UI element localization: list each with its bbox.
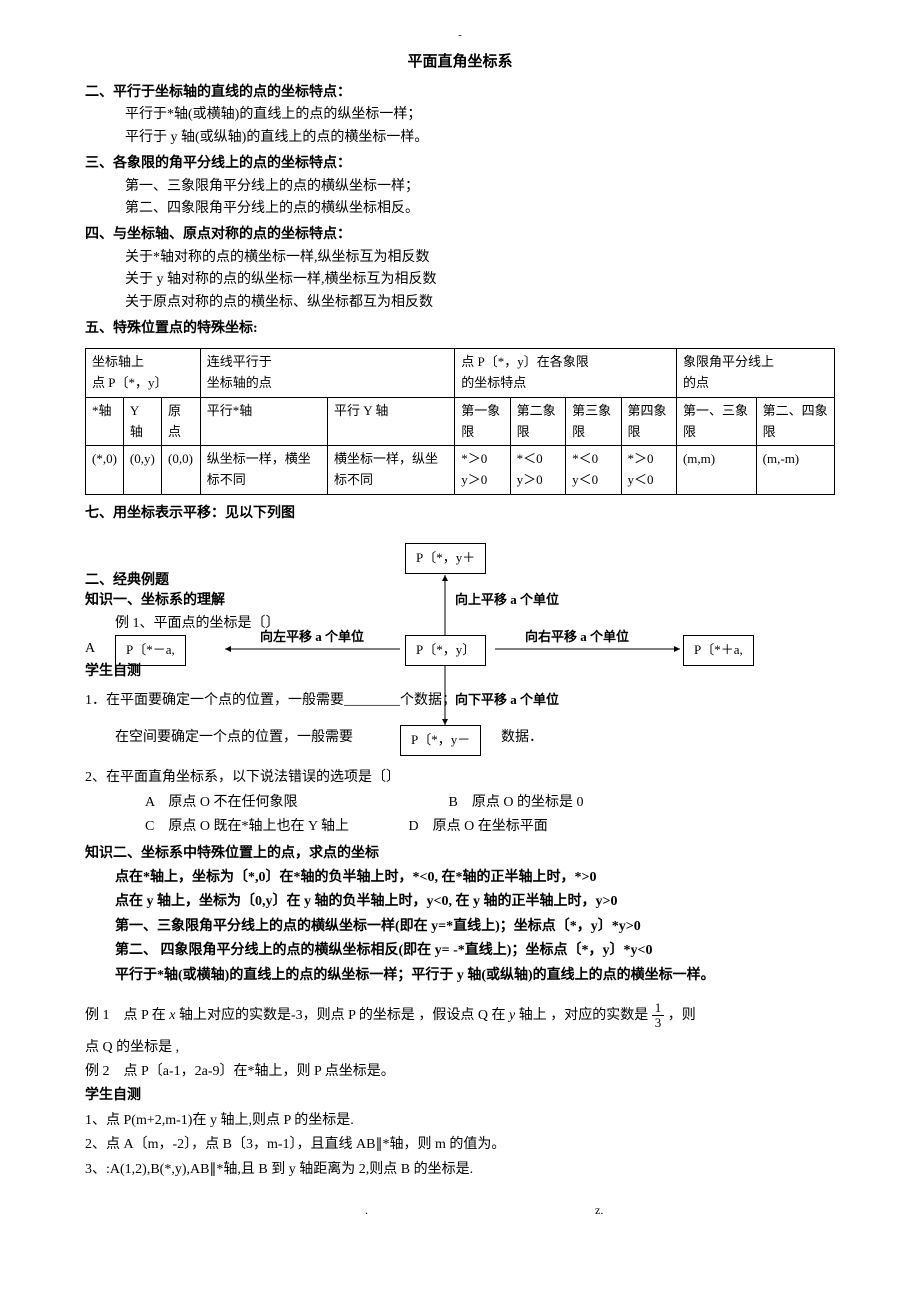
section-4-line3: 关于原点对称的点的横坐标、纵坐标都互为相反数 xyxy=(85,292,835,314)
diagram-label-up: 向上平移 a 个单位 xyxy=(455,590,559,611)
self-test-1-head: 学生自测 xyxy=(85,661,141,683)
cell: 第三象限 xyxy=(566,397,621,446)
fraction-icon: 1 3 xyxy=(652,1001,665,1031)
section-4-head: 四、与坐标轴、原点对称的点的坐标特点： xyxy=(85,224,835,246)
cell: (m,m) xyxy=(676,446,756,495)
cell: (0,0) xyxy=(162,446,201,495)
footer-z: z. xyxy=(595,1201,603,1220)
section-4-line2: 关于 y 轴对称的点的纵坐标一样,横坐标互为相反数 xyxy=(85,269,835,291)
cell: 第四象限 xyxy=(621,397,676,446)
cell: 坐标轴上点 P〔*，y〕 xyxy=(86,349,201,398)
cell: (m,-m) xyxy=(756,446,834,495)
section-3-line1: 第一、三象限角平分线上的点的横纵坐标一样； xyxy=(85,176,835,198)
section-7-head: 七、用坐标表示平移：见以下列图 xyxy=(85,503,835,525)
cell: (*,0) xyxy=(86,446,124,495)
option-a: A xyxy=(85,638,95,660)
example-1-1: 例 1、平面点的坐标是〔〕 xyxy=(115,613,280,635)
q1-2-options-row1: A 原点 O 不在任何象限 B 原点 O 的坐标是 0 xyxy=(85,792,835,814)
cell: *＜0 y＞0 xyxy=(510,446,565,495)
cell: 平行 Y 轴 xyxy=(328,397,455,446)
footer: . z. xyxy=(85,1201,835,1221)
diagram-box-bottom: P〔*，y－ xyxy=(400,725,481,756)
coord-table: 坐标轴上点 P〔*，y〕 连线平行于坐标轴的点 点 P〔*，y〕在各象限的坐标特… xyxy=(85,348,835,495)
q2-1: 1、点 P(m+2,m-1)在 y 轴上,则点 P 的坐标是. xyxy=(85,1110,835,1132)
cell: 第二象限 xyxy=(510,397,565,446)
cell: 第一、三象限 xyxy=(676,397,756,446)
k2-l2: 点在 y 轴上，坐标为〔0,y〕在 y 轴的负半轴上时，y<0, 在 y 轴的正… xyxy=(85,891,835,913)
diagram-box-right: P〔*＋a, xyxy=(683,635,754,666)
example-2-1: 例 1 点 P 在 x 轴上对应的实数是-3，则点 P 的坐标是 ，假设点 Q … xyxy=(85,1001,835,1031)
section-2-line1: 平行于*轴(或横轴)的直线上的点的纵坐标一样； xyxy=(85,104,835,126)
page-title: 平面直角坐标系 xyxy=(85,50,835,74)
cell: 纵坐标一样，横坐标不同 xyxy=(200,446,327,495)
cell: 连线平行于坐标轴的点 xyxy=(200,349,455,398)
k2-l3: 第一、三象限角平分线上的点的横纵坐标一样(即在 y=*直线上)；坐标点〔*，y〕… xyxy=(85,916,835,938)
example-2-1-q: 点 Q 的坐标是 , xyxy=(85,1037,835,1059)
q1-1b-pre: 在空间要确定一个点的位置，一般需要 xyxy=(115,727,353,749)
q1-2-options-row2: C 原点 O 既在*轴上也在 Y 轴上 D 原点 O 在坐标平面 xyxy=(85,816,835,838)
cell: (0,y) xyxy=(123,446,161,495)
section-2-line2: 平行于 y 轴(或纵轴)的直线上的点的横坐标一样。 xyxy=(85,127,835,149)
table-row: 坐标轴上点 P〔*，y〕 连线平行于坐标轴的点 点 P〔*，y〕在各象限的坐标特… xyxy=(86,349,835,398)
section-3-head: 三、各象限的角平分线上的点的坐标特点： xyxy=(85,153,835,175)
cell: *轴 xyxy=(86,397,124,446)
cell: *＜0 y＜0 xyxy=(566,446,621,495)
diagram-label-right: 向右平移 a 个单位 xyxy=(525,627,629,648)
k2-l5: 平行于*轴(或横轴)的直线上的点的纵坐标一样；平行于 y 轴(或纵轴)的直线上的… xyxy=(85,965,835,987)
table-row: *轴 Y 轴 原点 平行*轴 平行 Y 轴 第一象限 第二象限 第三象限 第四象… xyxy=(86,397,835,446)
cell: 原点 xyxy=(162,397,201,446)
section-5-head: 五、特殊位置点的特殊坐标: xyxy=(85,318,835,340)
k2-l4: 第二、 四象限角平分线上的点的横纵坐标相反(即在 y= -*直线上)；坐标点〔*… xyxy=(85,940,835,962)
knowledge-2-head: 知识二、坐标系中特殊位置上的点，求点的坐标 xyxy=(85,843,835,865)
section-4-line1: 关于*轴对称的点的横坐标一样,纵坐标互为相反数 xyxy=(85,247,835,269)
top-dash: - xyxy=(458,28,461,44)
diagram-box-top: P〔*，y＋ xyxy=(405,543,486,574)
footer-dot: . xyxy=(365,1201,368,1220)
q2-3: 3、:A(1,2),B(*,y),AB∥*轴,且 B 到 y 轴距离为 2,则点… xyxy=(85,1159,835,1181)
k2-l1: 点在*轴上，坐标为〔*,0〕在*轴的负半轴上时，*<0, 在*轴的正半轴上时，*… xyxy=(85,867,835,889)
cell: 点 P〔*，y〕在各象限的坐标特点 xyxy=(455,349,677,398)
translation-diagram: P〔*，y＋ P〔*，y〕 P〔*－a, P〔*＋a, P〔*，y－ 向上平移 … xyxy=(85,535,835,765)
q2-2: 2、点 A〔m，-2〕，点 B〔3，m-1〕，且直线 AB∥*轴，则 m 的值为… xyxy=(85,1134,835,1156)
diagram-box-center: P〔*，y〕 xyxy=(405,635,486,666)
examples-section: 2、在平面直角坐标系，以下说法错误的选项是〔〕 A 原点 O 不在任何象限 B … xyxy=(85,767,835,1180)
cell: 第一象限 xyxy=(455,397,510,446)
example-2-2: 例 2 点 P〔a-1，2a-9〕在*轴上，则 P 点坐标是。 xyxy=(85,1061,835,1083)
section-3-line2: 第二、四象限角平分线上的点的横纵坐标相反。 xyxy=(85,198,835,220)
cell: 平行*轴 xyxy=(200,397,327,446)
self-test-2-head: 学生自测 xyxy=(85,1085,835,1107)
cell: Y 轴 xyxy=(123,397,161,446)
q1-2: 2、在平面直角坐标系，以下说法错误的选项是〔〕 xyxy=(85,767,835,789)
knowledge-1-head: 知识一、坐标系的理解 xyxy=(85,590,225,612)
q1-1b-post: 数据． xyxy=(501,727,543,749)
section-2-head: 二、平行于坐标轴的直线的点的坐标特点： xyxy=(85,82,835,104)
cell: *＞0 y＜0 xyxy=(621,446,676,495)
cell: 象限角平分线上的点 xyxy=(676,349,834,398)
cell: 横坐标一样，纵坐标不同 xyxy=(328,446,455,495)
cell: 第二、四象限 xyxy=(756,397,834,446)
table-row: (*,0) (0,y) (0,0) 纵坐标一样，横坐标不同 横坐标一样，纵坐标不… xyxy=(86,446,835,495)
q1-1a: 1．在平面要确定一个点的位置，一般需要________个数据； xyxy=(85,690,835,712)
cell: *＞0 y＞0 xyxy=(455,446,510,495)
